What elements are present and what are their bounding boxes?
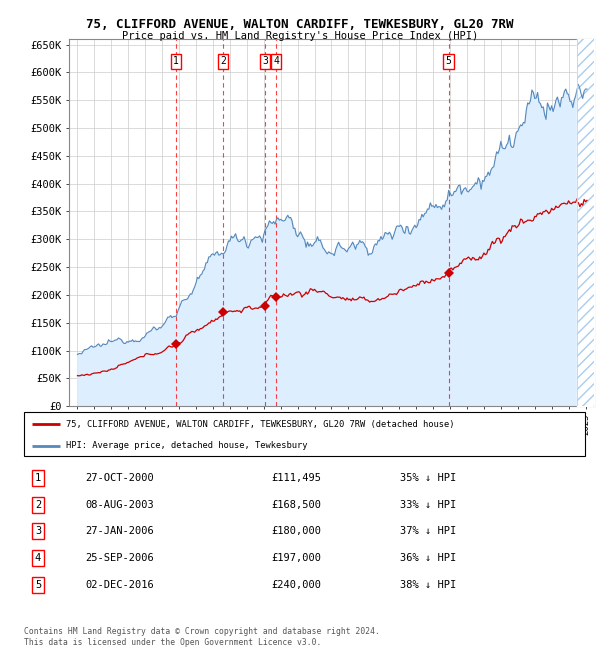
Text: 37% ↓ HPI: 37% ↓ HPI <box>400 526 456 536</box>
Text: 3: 3 <box>262 57 268 66</box>
Text: 1: 1 <box>173 57 179 66</box>
Text: Price paid vs. HM Land Registry's House Price Index (HPI): Price paid vs. HM Land Registry's House … <box>122 31 478 41</box>
Text: 2: 2 <box>220 57 226 66</box>
Text: 5: 5 <box>35 580 41 590</box>
Text: £197,000: £197,000 <box>271 553 321 563</box>
Text: 33% ↓ HPI: 33% ↓ HPI <box>400 500 456 510</box>
Text: 75, CLIFFORD AVENUE, WALTON CARDIFF, TEWKESBURY, GL20 7RW: 75, CLIFFORD AVENUE, WALTON CARDIFF, TEW… <box>86 18 514 31</box>
Text: 3: 3 <box>35 526 41 536</box>
Text: 5: 5 <box>446 57 452 66</box>
Text: 75, CLIFFORD AVENUE, WALTON CARDIFF, TEWKESBURY, GL20 7RW (detached house): 75, CLIFFORD AVENUE, WALTON CARDIFF, TEW… <box>66 420 455 429</box>
Text: 4: 4 <box>273 57 279 66</box>
Text: 38% ↓ HPI: 38% ↓ HPI <box>400 580 456 590</box>
Text: 25-SEP-2006: 25-SEP-2006 <box>86 553 154 563</box>
Text: 36% ↓ HPI: 36% ↓ HPI <box>400 553 456 563</box>
Text: Contains HM Land Registry data © Crown copyright and database right 2024.
This d: Contains HM Land Registry data © Crown c… <box>24 627 380 647</box>
Text: 02-DEC-2016: 02-DEC-2016 <box>86 580 154 590</box>
Text: 1: 1 <box>35 473 41 483</box>
Text: 08-AUG-2003: 08-AUG-2003 <box>86 500 154 510</box>
Text: £240,000: £240,000 <box>271 580 321 590</box>
Text: 27-JAN-2006: 27-JAN-2006 <box>86 526 154 536</box>
Text: £111,495: £111,495 <box>271 473 321 483</box>
Text: £168,500: £168,500 <box>271 500 321 510</box>
Text: 27-OCT-2000: 27-OCT-2000 <box>86 473 154 483</box>
Text: £180,000: £180,000 <box>271 526 321 536</box>
Text: 2: 2 <box>35 500 41 510</box>
Text: 4: 4 <box>35 553 41 563</box>
Text: 35% ↓ HPI: 35% ↓ HPI <box>400 473 456 483</box>
Text: HPI: Average price, detached house, Tewkesbury: HPI: Average price, detached house, Tewk… <box>66 441 308 450</box>
